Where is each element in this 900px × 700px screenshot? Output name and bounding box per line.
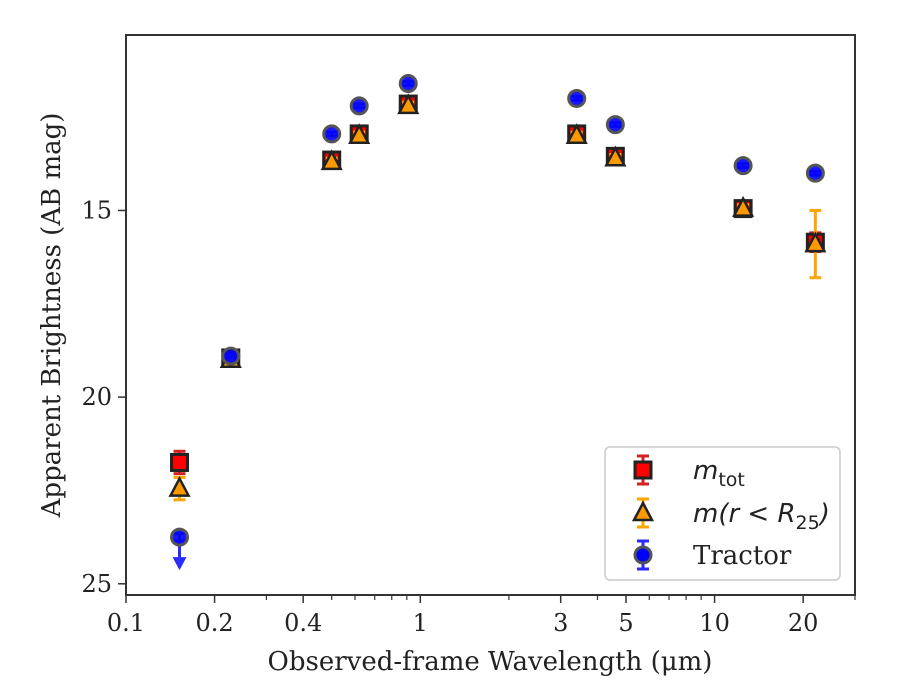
legend-label: mtot [693,456,745,491]
x-tick-label: 0.2 [196,609,234,637]
y-tick-label: 25 [81,570,112,598]
circle-marker [221,346,241,366]
data-point-square [170,449,190,476]
x-tick-label: 0.4 [284,609,322,637]
data-point-triangle [604,145,627,167]
data-point-triangle [168,475,191,502]
legend-label-subscript: tot [718,469,745,491]
circle-marker [349,96,369,116]
triangle-marker [732,195,755,217]
x-axis-label: Observed-frame Wavelength (μm) [268,647,713,677]
data-point-circle [733,156,753,176]
legend-circle-marker [633,545,653,565]
legend-box [604,446,841,581]
x-tick-label: 3 [553,609,568,637]
x-tick-label: 1 [413,609,428,637]
y-tick-label: 20 [81,383,112,411]
x-tick-label: 5 [618,609,633,637]
data-point-triangle [732,195,755,217]
circle-marker [605,115,625,135]
data-point-circle [605,115,625,135]
upper-limit-arrowhead [172,557,187,571]
legend-label-main: m(r < R [693,499,796,529]
legend-triangle-marker [631,500,655,522]
data-point-triangle [348,123,371,145]
x-tick-label: 20 [788,609,819,637]
circle-marker [567,88,587,108]
circle-marker [398,74,418,94]
data-point-triangle [565,123,588,145]
series-circle [170,74,825,571]
triangle-marker [604,145,627,167]
data-point-triangle [320,149,343,171]
data-point-circle [170,527,190,571]
data-point-triangle [397,93,420,115]
data-point-circle [805,163,825,183]
y-axis-label: Apparent Brightness (AB mag) [37,113,67,519]
data-point-circle [221,346,241,366]
legend-label-main: Tractor [693,541,792,571]
square-marker [170,452,190,472]
legend-entry: Tractor [633,539,792,571]
x-tick-label: 10 [699,609,730,637]
triangle-marker [565,123,588,145]
data-point-circle [398,74,418,94]
x-tick-label: 0.1 [107,609,145,637]
data-point-circle [567,88,587,108]
triangle-marker [168,475,191,497]
data-point-triangle [804,208,827,280]
triangle-marker [348,123,371,145]
circle-marker [805,163,825,183]
legend-label-main: m [693,456,718,486]
legend-entry: m(r < R25) [631,497,830,534]
circle-marker [170,527,190,547]
legend: mtot m(r < R25) Tractor [604,446,841,581]
y-tick-label: 15 [81,196,112,224]
legend-square-marker [633,460,653,480]
triangle-marker [804,231,827,253]
data-point-circle [322,124,342,144]
legend-label-suffix: ) [818,499,830,529]
triangle-marker [320,149,343,171]
data-point-circle [349,96,369,116]
circle-marker [322,124,342,144]
circle-marker [733,156,753,176]
legend-label: Tractor [693,541,792,571]
series-layer [168,74,827,571]
legend-entry: mtot [633,454,745,491]
legend-label-subscript: 25 [796,512,820,534]
ticks-layer: 0.1 0.2 0.4 1 3 5 10 20 15 20 25 [81,196,856,637]
triangle-marker [397,93,420,115]
legend-label: m(r < R25) [693,499,830,534]
